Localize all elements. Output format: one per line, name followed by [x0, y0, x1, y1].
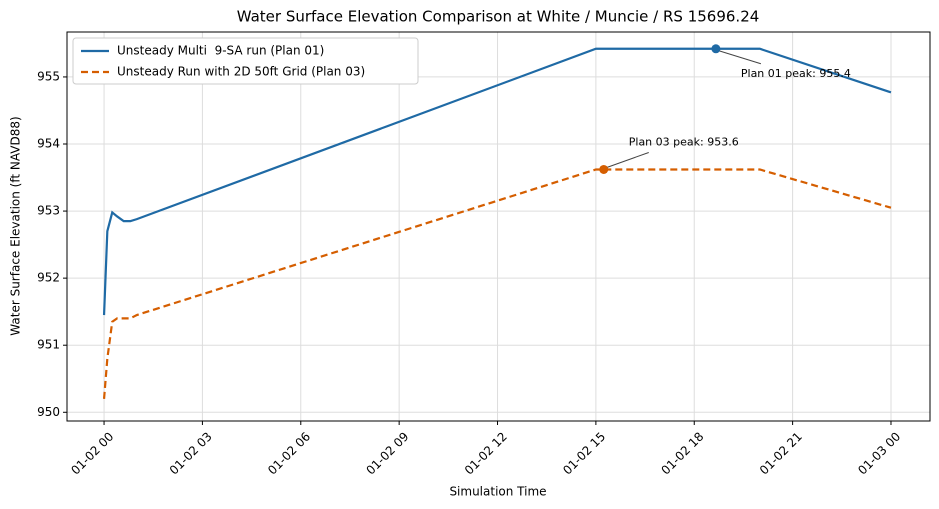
- x-tick-label: 01-03 00: [855, 429, 903, 477]
- series-line: [102, 47, 892, 316]
- annotation-text: Plan 01 peak: 955.4: [741, 67, 851, 80]
- x-tick-label: 01-02 00: [68, 429, 116, 477]
- legend-label: Unsteady Run with 2D 50ft Grid (Plan 03): [117, 65, 365, 79]
- y-tick-label: 952: [37, 271, 60, 285]
- x-tick-label: 01-02 09: [363, 429, 411, 477]
- y-tick-label: 950: [37, 405, 60, 419]
- x-tick-label: 01-02 15: [560, 429, 608, 477]
- plot-frame: [66, 31, 931, 422]
- x-tick-label: 01-02 03: [167, 429, 215, 477]
- y-tick-label: 953: [37, 204, 60, 218]
- x-tick-label: 01-02 06: [265, 429, 313, 477]
- x-tick-label: 01-02 18: [659, 429, 707, 477]
- y-axis-label: Water Surface Elevation (ft NAVD88): [9, 116, 23, 335]
- x-axis-label: Simulation Time: [449, 485, 546, 499]
- annotation-arrow: [718, 50, 762, 65]
- x-tick-label: 01-02 12: [462, 429, 510, 477]
- legend-label: Unsteady Multi 9-SA run (Plan 01): [117, 44, 324, 58]
- peak-marker: [599, 164, 609, 174]
- series-line: [102, 168, 892, 399]
- annotation-text: Plan 03 peak: 953.6: [629, 135, 739, 148]
- y-tick-label: 955: [37, 69, 60, 83]
- y-tick-label: 954: [37, 137, 60, 151]
- peak-marker: [711, 44, 721, 54]
- legend: Unsteady Multi 9-SA run (Plan 01) Unstead…: [72, 37, 419, 85]
- x-tick-label: 01-02 21: [757, 429, 805, 477]
- annotation-arrow: [606, 152, 649, 168]
- legend-box: [72, 37, 419, 85]
- chart-title: Water Surface Elevation Comparison at Wh…: [237, 8, 760, 26]
- y-tick-label: 951: [37, 338, 60, 352]
